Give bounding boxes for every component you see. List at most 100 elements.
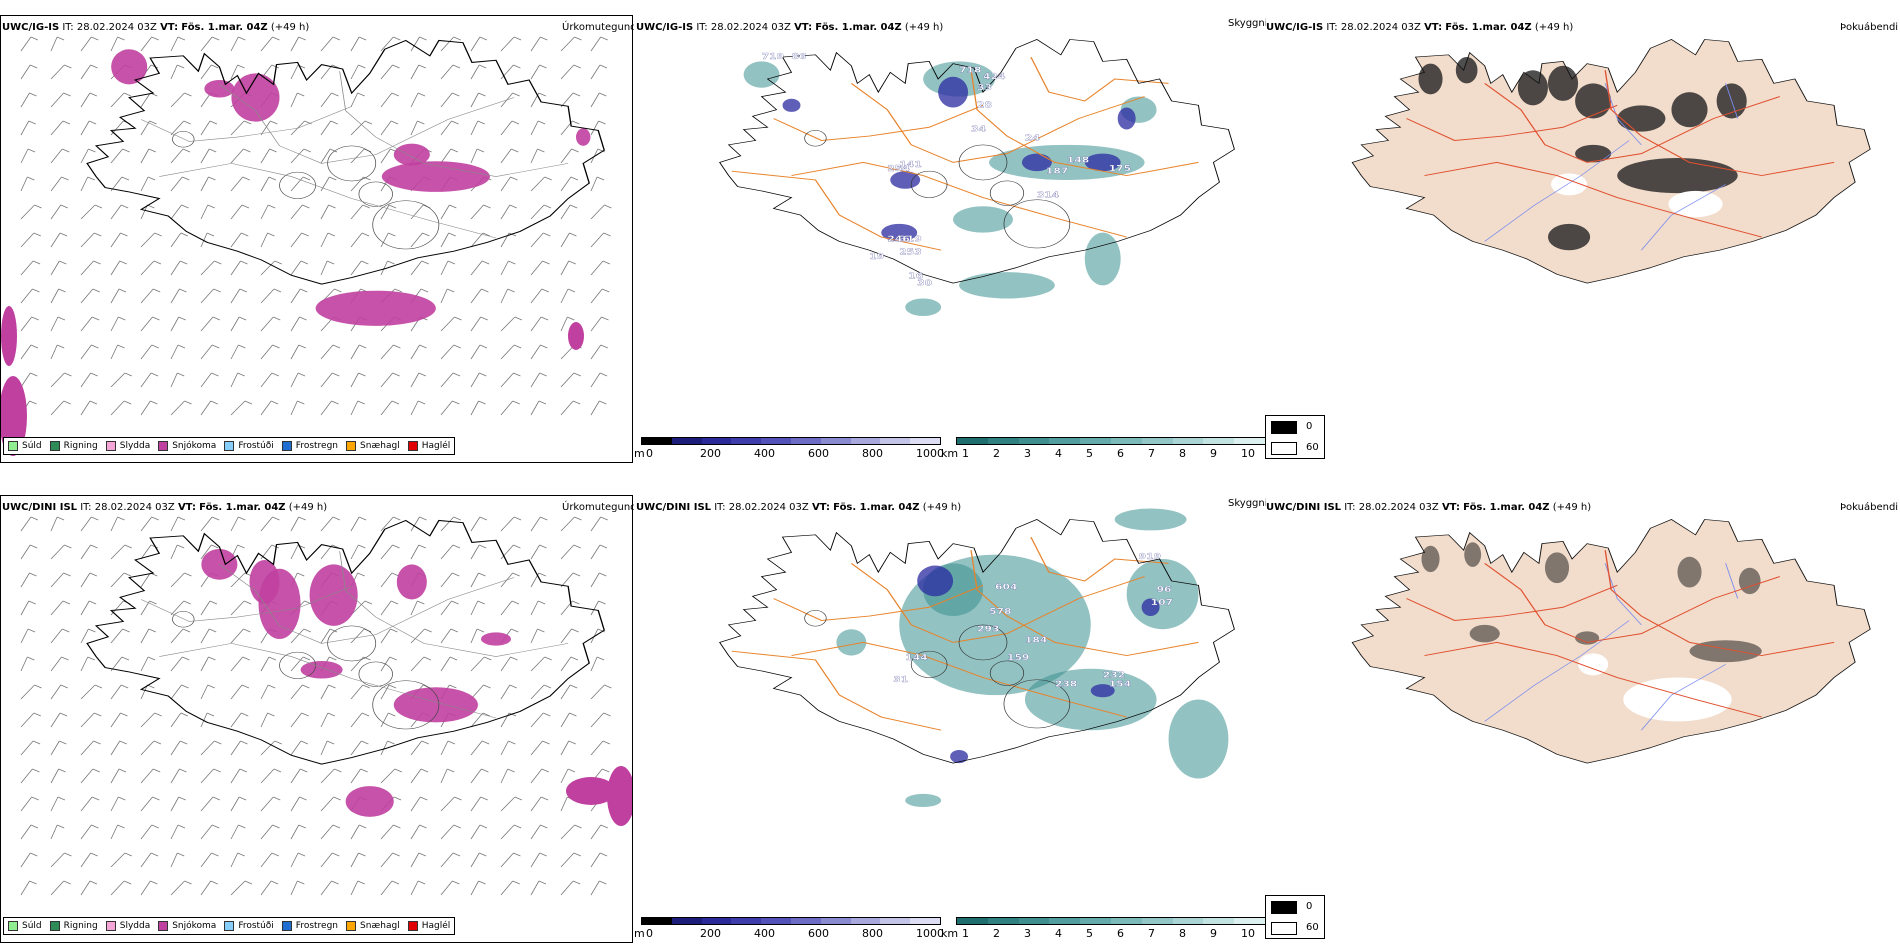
wind-barb (500, 516, 515, 532)
wind-barb (110, 768, 120, 784)
wind-barb (140, 316, 153, 332)
wind-barb-flag (513, 516, 522, 521)
fog-legend-label: 60 (1306, 922, 1319, 933)
wind-barb (560, 316, 568, 332)
wind-barb-flag (597, 628, 605, 633)
wind-barb-flag (329, 148, 338, 153)
colorbar-tick-km: 8 (1179, 447, 1186, 460)
wind-barb (590, 516, 602, 532)
wind-barb-flag (420, 796, 428, 801)
wind-barb-flag (272, 516, 280, 521)
wind-barb (590, 316, 602, 332)
legend-label: Slydda (119, 441, 151, 451)
legend-entry: Frostúði (224, 441, 274, 451)
wind-barb-flag (32, 260, 41, 265)
wind-barb (140, 232, 155, 248)
wind-barb (350, 880, 359, 896)
wind-barb (590, 92, 600, 108)
wind-barb (200, 148, 210, 164)
wind-barb-flag (417, 120, 425, 125)
glacier-outline (327, 625, 377, 662)
wind-barb-flag (419, 344, 427, 349)
visibility-value-label: 31 (893, 675, 908, 684)
wind-barb-flag (91, 796, 100, 801)
visibility-panel-bottom: 919 96 107 604 578 293 184 159 144 232 154 238 31 (634, 495, 1264, 943)
wind-barb (50, 260, 60, 276)
wind-barb (140, 656, 149, 672)
wind-barb-flag (152, 316, 160, 321)
fog-index-low (1677, 556, 1702, 588)
wind-barb (350, 544, 359, 560)
wind-barb-flag (304, 120, 312, 125)
wind-barb-flag (361, 740, 369, 745)
wind-barb-flag (479, 372, 487, 377)
colorbar-segment (790, 918, 821, 924)
wind-barb-flag (62, 628, 70, 633)
wind-barb (530, 684, 545, 700)
wind-barb-flag (452, 544, 461, 549)
wind-barb-flag (214, 740, 222, 745)
colorbar-tick-km: 2 (993, 927, 1000, 940)
wind-barb (290, 516, 300, 532)
legend-swatch (8, 441, 18, 451)
wind-barb-flag (238, 516, 246, 521)
road-line (339, 71, 569, 177)
wind-barb-flag (361, 712, 370, 717)
wind-barb-flag (64, 852, 72, 857)
visibility-value-label: 232 (1103, 671, 1125, 680)
wind-barb-flag (209, 600, 218, 605)
colorbar-kilometers (956, 917, 1266, 925)
wind-barb-flag (89, 400, 98, 405)
wind-barb-flag (299, 796, 307, 801)
wind-barb (200, 92, 211, 108)
glacier-outline (804, 610, 827, 627)
wind-barb-flag (123, 880, 132, 885)
wind-barb (260, 740, 276, 756)
precip-type-panel-bottom: Súld Rigning Slydda Snjókoma Frostúði Frostre… (0, 495, 633, 943)
wind-barb (110, 572, 125, 588)
colorbar-tick-m: 0 (646, 447, 653, 460)
wind-barb-flag (271, 852, 280, 857)
low-visibility-km (959, 272, 1055, 299)
legend-label: Snæhagl (360, 921, 400, 931)
wind-barb (380, 36, 394, 52)
wind-barb (560, 260, 570, 276)
roads (141, 551, 569, 719)
wind-barb-flag (177, 544, 185, 549)
coastline (86, 39, 605, 285)
wind-barb-flag (514, 824, 522, 829)
precip-type-map-top (1, 36, 612, 456)
wind-barb-flag (153, 288, 161, 293)
wind-barb-flag (452, 92, 460, 97)
wind-barb-flag (210, 880, 218, 885)
wind-barb (320, 372, 333, 388)
wind-barb (80, 120, 90, 136)
wind-barb (80, 852, 91, 868)
wind-barb-flag (482, 712, 491, 717)
wind-barb-flag (179, 768, 187, 773)
colorbar-segment (1203, 918, 1235, 924)
wind-barb (140, 176, 149, 192)
wind-barb-flag (447, 768, 455, 773)
wind-barb-flag (92, 288, 100, 293)
wind-barb (140, 400, 151, 416)
wind-barb-flag (273, 288, 282, 293)
wind-barb-flag (212, 316, 221, 321)
wind-barb-flag (152, 796, 160, 801)
wind-barb (590, 656, 598, 672)
offshore-snow (1, 376, 27, 456)
wind-barb-flag (573, 64, 581, 69)
colorbar-segment (1234, 918, 1265, 924)
wind-barb-flag (63, 880, 71, 885)
wind-barb-flag (331, 880, 339, 885)
fog-legend-swatch (1271, 442, 1297, 455)
wind-barb-flag (274, 740, 282, 745)
wind-barb-flag (510, 656, 518, 661)
wind-barb-flag (572, 400, 581, 405)
wind-barb-flag (180, 232, 189, 237)
wind-barb (140, 852, 152, 868)
fog-index-low (1421, 545, 1440, 573)
wind-barb (200, 176, 209, 192)
wind-barb (380, 852, 393, 868)
